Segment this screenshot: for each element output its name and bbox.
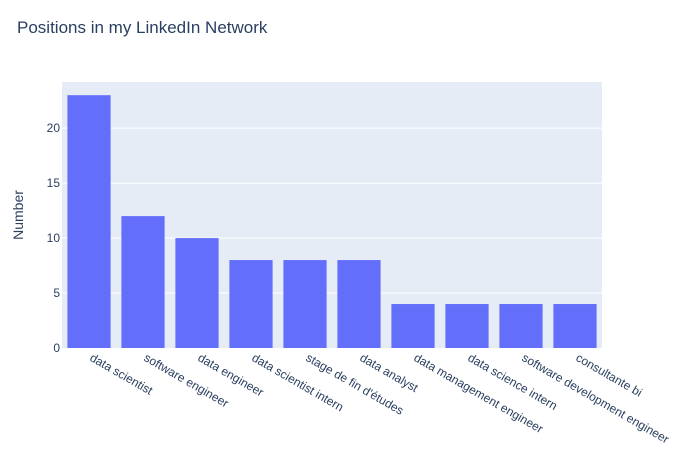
x-tick-label: data scientist intern (250, 350, 347, 414)
y-axis-title: Number (10, 190, 26, 240)
bar (553, 304, 597, 348)
chart-title: Positions in my LinkedIn Network (17, 18, 268, 37)
bar (67, 95, 111, 348)
bar (499, 304, 543, 348)
x-tick-label: data science intern (466, 350, 560, 412)
y-tick-label: 0 (53, 341, 60, 355)
bar (445, 304, 489, 348)
bar (283, 260, 327, 348)
bar (337, 260, 381, 348)
bars (67, 95, 597, 348)
y-tick-label: 15 (47, 176, 61, 190)
bar (229, 260, 273, 348)
y-tick-label: 5 (53, 286, 60, 300)
y-tick-label: 20 (47, 121, 61, 135)
bar (391, 304, 435, 348)
x-tick-label: stage de fin d'études (304, 350, 407, 417)
y-axis-ticks: 0 5 10 15 20 (47, 121, 61, 355)
y-tick-label: 10 (47, 231, 61, 245)
bar (121, 216, 165, 348)
bar (175, 238, 219, 348)
